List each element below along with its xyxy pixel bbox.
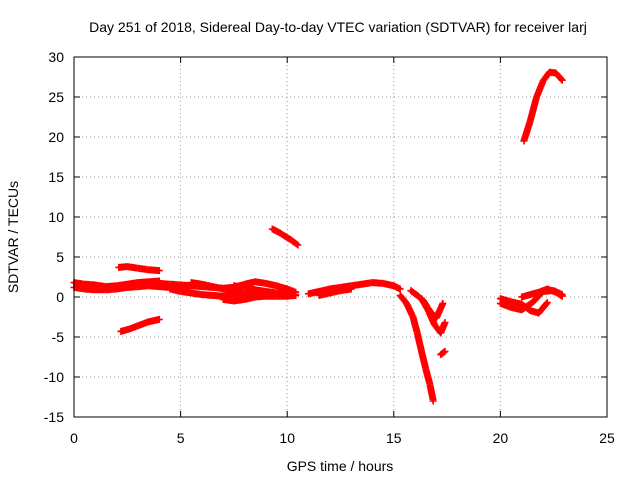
data-point (155, 315, 163, 323)
data-point (441, 347, 449, 355)
y-tick-label: 30 (48, 49, 64, 65)
data-point (437, 348, 448, 359)
series-track-c (115, 263, 163, 275)
series-track-i (230, 282, 300, 299)
data-point (429, 397, 437, 405)
series-track-d (117, 315, 163, 335)
data-point (347, 285, 355, 293)
data-point (403, 299, 416, 320)
y-axis-label: SDTVAR / TECUs (5, 181, 21, 293)
chart-title: Day 251 of 2018, Sidereal Day-to-day VTE… (89, 19, 587, 35)
data-point (432, 301, 446, 322)
data-point (396, 285, 404, 293)
y-axis-ticks: -15 -10 -5 0 5 10 15 20 25 30 (44, 49, 607, 425)
series-track-m (396, 291, 437, 405)
x-tick-label: 0 (70, 430, 78, 446)
data-point (552, 288, 565, 299)
series-track-o (418, 295, 449, 337)
data-point (424, 306, 438, 327)
data-point (292, 291, 300, 299)
series-track-p (437, 347, 449, 359)
series-track-r (496, 295, 551, 317)
data-point (396, 291, 410, 306)
data-point (426, 381, 437, 403)
y-tick-label: 15 (48, 169, 64, 185)
plot-frame (73, 56, 608, 418)
data-point (543, 299, 551, 307)
y-tick-label: -10 (44, 369, 64, 385)
series-track-l (315, 285, 355, 299)
y-tick-label: 10 (48, 209, 64, 225)
x-tick-label: 10 (279, 430, 295, 446)
y-tick-label: 25 (48, 89, 64, 105)
data-point (407, 287, 420, 298)
y-tick-label: 5 (56, 249, 64, 265)
x-axis-label: GPS time / hours (287, 458, 394, 474)
y-tick-label: -5 (52, 329, 65, 345)
y-tick-label: -15 (44, 409, 64, 425)
x-tick-label: 5 (177, 430, 185, 446)
series-track-t (520, 68, 566, 145)
data-point (422, 365, 434, 387)
data-point (441, 319, 449, 327)
data-point (409, 313, 421, 335)
data-point (413, 329, 425, 354)
data-point (552, 69, 565, 83)
series-track-s (518, 285, 566, 301)
x-tick-label: 25 (599, 430, 615, 446)
data-point (518, 300, 533, 314)
data-point (533, 79, 546, 101)
series-track-j (268, 225, 302, 249)
data-point (558, 76, 566, 84)
data-markers (70, 68, 566, 405)
data-point (539, 70, 552, 85)
data-point (418, 347, 429, 371)
x-tick-label: 20 (493, 430, 509, 446)
data-point (294, 241, 302, 249)
data-point (288, 236, 301, 248)
grid-lines (74, 57, 607, 417)
data-point (155, 267, 163, 275)
data-point (535, 300, 550, 317)
data-point (558, 292, 566, 300)
data-point (439, 299, 447, 307)
data-point (520, 118, 534, 145)
data-point (526, 95, 540, 125)
y-tick-label: 0 (56, 289, 64, 305)
y-tick-label: 20 (48, 129, 64, 145)
x-tick-label: 15 (386, 430, 402, 446)
